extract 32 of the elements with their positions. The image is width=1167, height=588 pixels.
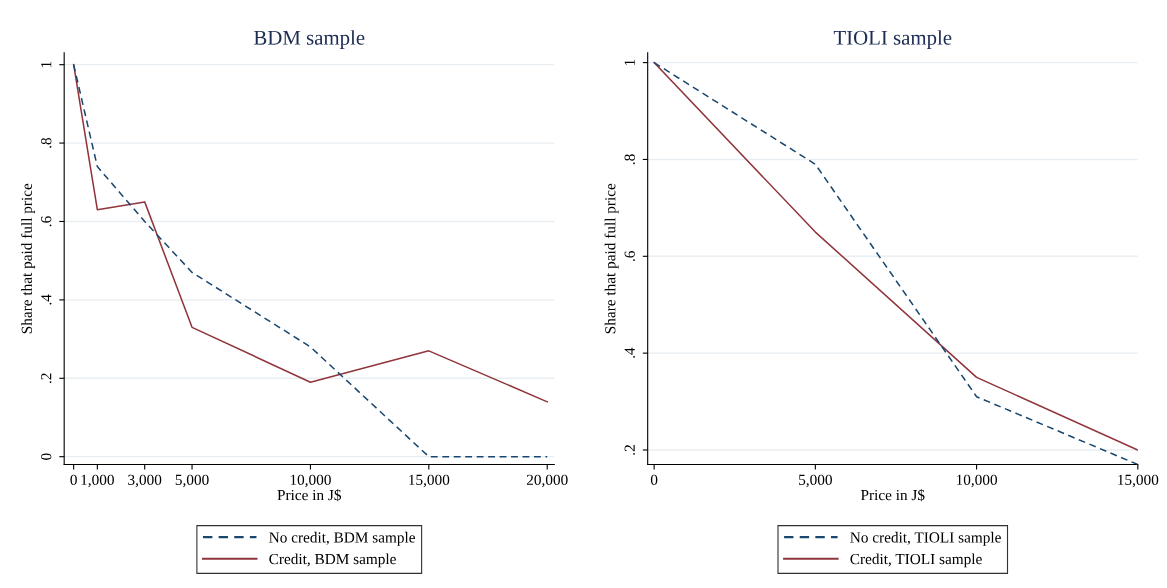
y-tick-label: 1 — [624, 59, 635, 66]
chart-title: TIOLI sample — [833, 30, 952, 50]
x-tick-label: 15,000 — [409, 474, 450, 488]
legend-label: No credit, TIOLI sample — [850, 531, 1001, 546]
x-tick-label: 5,000 — [799, 474, 832, 488]
y-tick-label: 0 — [41, 453, 52, 460]
x-tick-label: 0 — [650, 474, 658, 485]
y-tick-label: .2 — [41, 373, 52, 383]
legend-label: Credit, TIOLI sample — [850, 553, 982, 568]
y-tick-label: .2 — [624, 445, 635, 455]
y-tick-label: 1 — [41, 61, 52, 68]
x-tick-label: 20,000 — [526, 474, 568, 488]
y-axis-title: Share that paid full price — [604, 183, 619, 334]
y-tick-label: .6 — [41, 216, 52, 227]
legend-label: Credit, BDM sample — [269, 553, 396, 568]
y-tick-label: .6 — [624, 251, 635, 262]
y-axis-title: Share that paid full price — [21, 183, 36, 334]
y-tick-label: .8 — [624, 154, 635, 165]
x-tick-label: 0 — [70, 474, 77, 485]
legend-label: No credit, BDM sample — [269, 531, 415, 546]
x-tick-label: 10,000 — [290, 474, 331, 488]
x-tick-label: 5,000 — [175, 474, 209, 488]
y-tick-label: .4 — [624, 347, 635, 358]
chart-title: BDM sample — [254, 30, 365, 50]
x-tick-label: 3,000 — [128, 474, 162, 488]
x-tick-label: 10,000 — [956, 474, 998, 488]
y-tick-label: .8 — [41, 137, 52, 148]
x-tick-label: 1,000 — [81, 474, 114, 488]
x-axis-title: Price in J$ — [860, 489, 925, 502]
x-tick-label: 15,000 — [1118, 474, 1159, 488]
y-tick-label: .4 — [41, 294, 52, 305]
x-axis-title: Price in J$ — [277, 489, 342, 502]
